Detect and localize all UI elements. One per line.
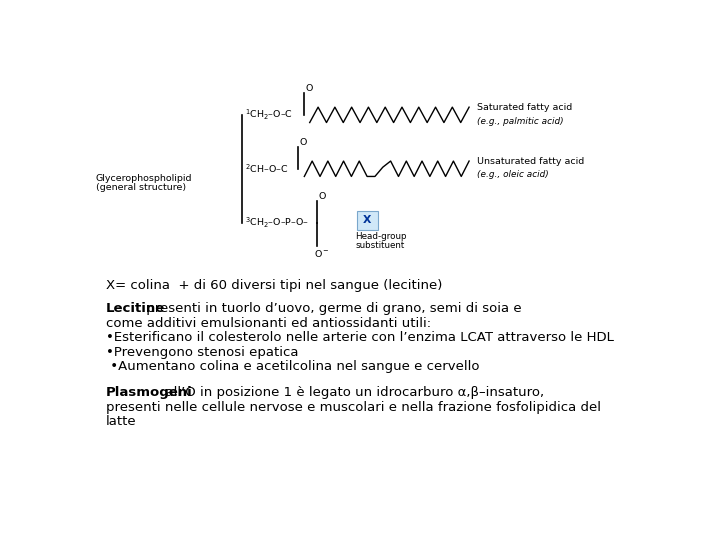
Text: all’O in posizione 1 è legato un idrocarburo α,β–insaturo,: all’O in posizione 1 è legato un idrocar… <box>157 386 544 399</box>
Text: Head-group: Head-group <box>355 232 406 241</box>
Text: $^2$CH–O–C: $^2$CH–O–C <box>245 163 289 175</box>
Text: latte: latte <box>106 415 136 428</box>
Text: Lecitine: Lecitine <box>106 302 165 315</box>
Text: (general structure): (general structure) <box>96 184 186 192</box>
Text: Saturated fatty acid: Saturated fatty acid <box>477 103 572 112</box>
Text: O: O <box>305 84 312 93</box>
Text: •Prevengono stenosi epatica: •Prevengono stenosi epatica <box>106 346 298 359</box>
Text: X: X <box>364 215 372 225</box>
Text: •Esterificano il colesterolo nelle arterie con l’enzima LCAT attraverso le HDL: •Esterificano il colesterolo nelle arter… <box>106 331 613 344</box>
Text: X= colina  + di 60 diversi tipi nel sangue (lecitine): X= colina + di 60 diversi tipi nel sangu… <box>106 279 442 292</box>
Text: O: O <box>318 192 325 201</box>
Text: Glycerophospholipid: Glycerophospholipid <box>96 174 192 183</box>
Text: presenti nelle cellule nervose e muscolari e nella frazione fosfolipidica del: presenti nelle cellule nervose e muscola… <box>106 401 600 414</box>
Text: Unsaturated fatty acid: Unsaturated fatty acid <box>477 157 584 166</box>
Text: presenti in tuorlo d’uovo, germe di grano, semi di soia e: presenti in tuorlo d’uovo, germe di gran… <box>142 302 521 315</box>
Text: O: O <box>300 138 307 147</box>
Text: Plasmogeni: Plasmogeni <box>106 386 192 399</box>
Text: •Aumentano colina e acetilcolina nel sangue e cervello: •Aumentano colina e acetilcolina nel san… <box>106 361 480 374</box>
Text: (e.g., oleic acid): (e.g., oleic acid) <box>477 171 549 179</box>
Text: (e.g., palmitic acid): (e.g., palmitic acid) <box>477 117 564 125</box>
Text: $^1$CH$_2$–O–C: $^1$CH$_2$–O–C <box>245 108 293 122</box>
FancyBboxPatch shape <box>356 211 378 230</box>
Text: $^3$CH$_2$–O–P–O–: $^3$CH$_2$–O–P–O– <box>245 215 309 230</box>
Text: O$^-$: O$^-$ <box>314 248 329 259</box>
Text: substituent: substituent <box>356 241 405 250</box>
Text: come additivi emulsionanti ed antiossidanti utili:: come additivi emulsionanti ed antiossida… <box>106 316 431 329</box>
